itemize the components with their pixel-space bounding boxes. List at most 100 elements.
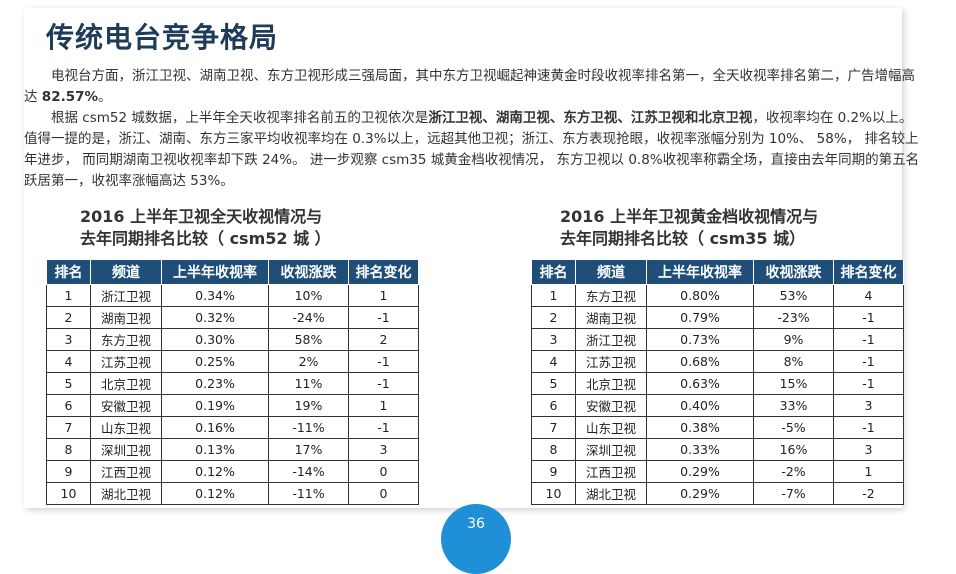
channel-cell: 深圳卫视 <box>575 438 647 461</box>
analysis-before: 根据 csm52 城数据，上半年全天收视率排名前五的卫视依次是 <box>51 110 429 126</box>
channel-cell: 北京卫视 <box>90 372 162 395</box>
change-cell: -14% <box>268 460 349 483</box>
rank-change-cell: 4 <box>833 284 904 307</box>
table-row: 7 山东卫视 0.38% -5% -1 <box>531 416 904 439</box>
analysis-paragraph: 根据 csm52 城数据，上半年全天收视率排名前五的卫视依次是浙江卫视、湖南卫视… <box>24 108 924 192</box>
rating-cell: 0.13% <box>161 438 269 461</box>
rating-cell: 0.30% <box>161 328 269 351</box>
rank-cell: 2 <box>46 306 91 329</box>
table-row: 10 湖北卫视 0.29% -7% -2 <box>531 482 904 505</box>
channel-cell: 东方卫视 <box>90 328 162 351</box>
channel-cell: 江苏卫视 <box>575 350 647 373</box>
rating-cell: 0.40% <box>646 394 754 417</box>
table-row: 3 东方卫视 0.30% 58% 2 <box>46 328 419 351</box>
table-row: 4 江苏卫视 0.25% 2% -1 <box>46 350 419 373</box>
rating-cell: 0.16% <box>161 416 269 439</box>
page-number-badge <box>441 504 511 574</box>
table-row: 6 安徽卫视 0.19% 19% 1 <box>46 394 419 417</box>
table-row: 5 北京卫视 0.23% 11% -1 <box>46 372 419 395</box>
rank-change-cell: 3 <box>833 394 904 417</box>
rank-cell: 9 <box>46 460 91 483</box>
rank-cell: 10 <box>46 482 91 505</box>
table-row: 9 江西卫视 0.12% -14% 0 <box>46 460 419 483</box>
rank-cell: 4 <box>46 350 91 373</box>
rank-cell: 6 <box>531 394 576 417</box>
rating-cell: 0.33% <box>646 438 754 461</box>
all-day-ratings-table: 排名 频道 上半年收视率 收视涨跌 排名变化 1 浙江卫视 0.34% 10% 1 2 湖南卫视 0.… <box>46 259 419 505</box>
rank-cell: 1 <box>46 284 91 307</box>
intro-highlight: 82.57% <box>41 89 99 105</box>
rank-change-cell: 1 <box>348 284 419 307</box>
change-cell: -2% <box>753 460 834 483</box>
column-header: 收视涨跌 <box>753 259 834 285</box>
rank-change-cell: -1 <box>348 350 419 373</box>
rating-cell: 0.29% <box>646 460 754 483</box>
channel-cell: 浙江卫视 <box>575 328 647 351</box>
column-header: 排名 <box>46 259 91 285</box>
channel-cell: 湖北卫视 <box>575 482 647 505</box>
rank-cell: 1 <box>531 284 576 307</box>
rank-change-cell: 2 <box>348 328 419 351</box>
change-cell: 8% <box>753 350 834 373</box>
table-row: 1 浙江卫视 0.34% 10% 1 <box>46 284 419 307</box>
channel-cell: 安徽卫视 <box>90 394 162 417</box>
left-table-title-line2: 去年同期排名比较（ csm52 城 ） <box>80 229 331 248</box>
change-cell: 33% <box>753 394 834 417</box>
change-cell: 16% <box>753 438 834 461</box>
page-title: 传统电台竞争格局 <box>46 21 279 54</box>
change-cell: 11% <box>268 372 349 395</box>
column-header: 频道 <box>575 259 647 285</box>
table-row: 2 湖南卫视 0.79% -23% -1 <box>531 306 904 329</box>
change-cell: 2% <box>268 350 349 373</box>
table-row: 7 山东卫视 0.16% -11% -1 <box>46 416 419 439</box>
table-row: 3 浙江卫视 0.73% 9% -1 <box>531 328 904 351</box>
rank-change-cell: -1 <box>833 306 904 329</box>
rank-change-cell: -1 <box>833 328 904 351</box>
rating-cell: 0.12% <box>161 460 269 483</box>
rank-change-cell: -1 <box>348 416 419 439</box>
rating-cell: 0.32% <box>161 306 269 329</box>
rank-cell: 5 <box>46 372 91 395</box>
rank-change-cell: 0 <box>348 482 419 505</box>
right-table-title-line1: 2016 上半年卫视黄金档收视情况与 <box>560 207 819 226</box>
intro-end: 。 <box>98 89 112 105</box>
column-header: 排名变化 <box>833 259 904 285</box>
rating-cell: 0.12% <box>161 482 269 505</box>
change-cell: 10% <box>268 284 349 307</box>
rating-cell: 0.68% <box>646 350 754 373</box>
change-cell: 19% <box>268 394 349 417</box>
left-table-title: 2016 上半年卫视全天收视情况与 去年同期排名比较（ csm52 城 ） <box>80 206 331 250</box>
intro-paragraph: 电视台方面，浙江卫视、湖南卫视、东方卫视形成三强局面，其中东方卫视崛起神速黄金时… <box>24 66 924 108</box>
rank-change-cell: 0 <box>348 460 419 483</box>
analysis-highlight: 浙江卫视、湖南卫视、东方卫视、江苏卫视和北京卫视 <box>428 110 753 126</box>
change-cell: 17% <box>268 438 349 461</box>
channel-cell: 湖南卫视 <box>90 306 162 329</box>
page-number: 36 <box>467 516 485 532</box>
rank-cell: 2 <box>531 306 576 329</box>
rating-cell: 0.19% <box>161 394 269 417</box>
rank-cell: 9 <box>531 460 576 483</box>
rank-cell: 7 <box>46 416 91 439</box>
change-cell: -7% <box>753 482 834 505</box>
table-row: 8 深圳卫视 0.13% 17% 3 <box>46 438 419 461</box>
table-row: 10 湖北卫视 0.12% -11% 0 <box>46 482 419 505</box>
column-header: 频道 <box>90 259 162 285</box>
rank-cell: 6 <box>46 394 91 417</box>
table-row: 8 深圳卫视 0.33% 16% 3 <box>531 438 904 461</box>
rank-cell: 3 <box>46 328 91 351</box>
change-cell: 53% <box>753 284 834 307</box>
rank-cell: 5 <box>531 372 576 395</box>
change-cell: -11% <box>268 482 349 505</box>
table-row: 6 安徽卫视 0.40% 33% 3 <box>531 394 904 417</box>
channel-cell: 山东卫视 <box>90 416 162 439</box>
rating-cell: 0.38% <box>646 416 754 439</box>
rank-change-cell: -1 <box>833 350 904 373</box>
channel-cell: 深圳卫视 <box>90 438 162 461</box>
rank-cell: 10 <box>531 482 576 505</box>
right-table-title: 2016 上半年卫视黄金档收视情况与 去年同期排名比较（ csm35 城） <box>560 206 818 250</box>
rating-cell: 0.63% <box>646 372 754 395</box>
rank-change-cell: -1 <box>833 372 904 395</box>
column-header: 上半年收视率 <box>646 259 754 285</box>
right-table-title-line2: 去年同期排名比较（ csm35 城） <box>560 229 806 248</box>
column-header: 收视涨跌 <box>268 259 349 285</box>
